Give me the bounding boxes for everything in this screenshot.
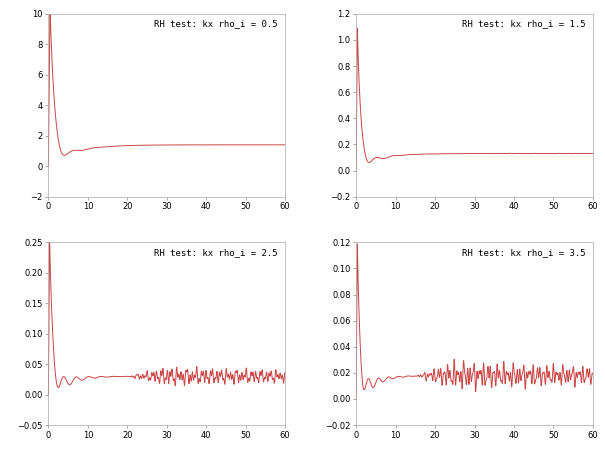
Text: RH test: kx rho_i = 0.5: RH test: kx rho_i = 0.5 [154, 19, 278, 28]
Text: RH test: kx rho_i = 3.5: RH test: kx rho_i = 3.5 [462, 248, 586, 257]
Text: RH test: kx rho_i = 1.5: RH test: kx rho_i = 1.5 [462, 19, 586, 28]
Text: RH test: kx rho_i = 2.5: RH test: kx rho_i = 2.5 [154, 248, 278, 257]
